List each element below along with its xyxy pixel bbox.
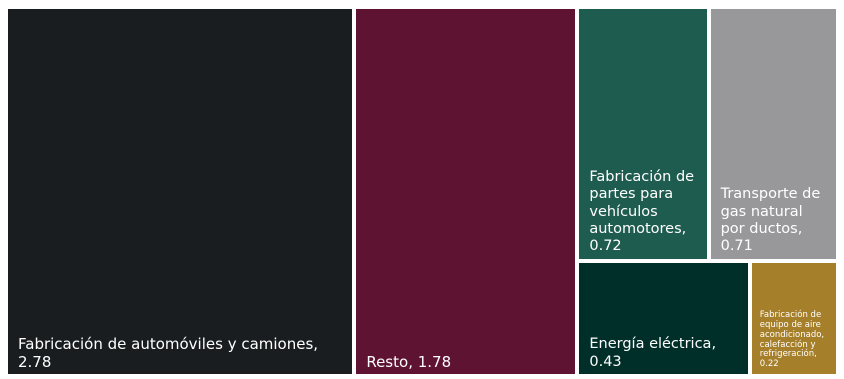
tile-label: Energía eléctrica, 0.43: [589, 336, 741, 371]
tile-label-value: 0.43: [589, 353, 622, 370]
treemap-tile-gas-natural: Transporte de gas natural por ductos, 0.…: [710, 9, 836, 259]
treemap-tile-automoviles: Fabricación de automóviles y camiones, 2…: [8, 9, 353, 374]
treemap-tile-energia-electrica: Energía eléctrica, 0.43: [579, 262, 748, 374]
treemap-tile-aire-acondicionado: Fabricación de equipo de aire acondicion…: [751, 262, 836, 374]
treemap-tile-partes-vehiculos: Fabricación de partes para vehículos aut…: [579, 9, 707, 259]
tile-label-value: 0.22: [759, 359, 779, 370]
tile-label-value: 0.72: [589, 238, 622, 255]
tile-label: Fabricación de equipo de aire acondicion…: [760, 311, 832, 370]
tile-label: Fabricación de partes para vehículos aut…: [589, 169, 700, 256]
tile-label-name: Fabricación de automóviles y camiones: [18, 335, 314, 353]
treemap-tile-resto: Resto, 1.78: [356, 9, 576, 374]
tile-label-name: Fabricación de equipo de aire acondicion…: [759, 310, 825, 360]
tile-label-value: 0.71: [720, 238, 753, 255]
tile-label-value: 2.78: [18, 353, 52, 371]
label-separator: ,: [797, 220, 803, 237]
tile-label-value: 1.78: [417, 353, 452, 371]
tile-label-name: Transporte de gas natural por ductos: [720, 186, 821, 237]
label-separator: ,: [408, 353, 418, 371]
tile-label-name: Fabricación de partes para vehículos aut…: [589, 168, 695, 237]
label-separator: ,: [711, 336, 717, 353]
label-separator: ,: [313, 335, 319, 353]
tile-label-name: Energía eléctrica: [589, 336, 712, 353]
tile-label: Fabricación de automóviles y camiones, 2…: [18, 335, 346, 371]
tile-label: Resto, 1.78: [366, 353, 569, 371]
tile-label-name: Resto: [366, 353, 409, 371]
tile-label: Transporte de gas natural por ductos, 0.…: [721, 186, 830, 256]
label-separator: ,: [681, 220, 687, 237]
label-separator: ,: [814, 349, 817, 360]
